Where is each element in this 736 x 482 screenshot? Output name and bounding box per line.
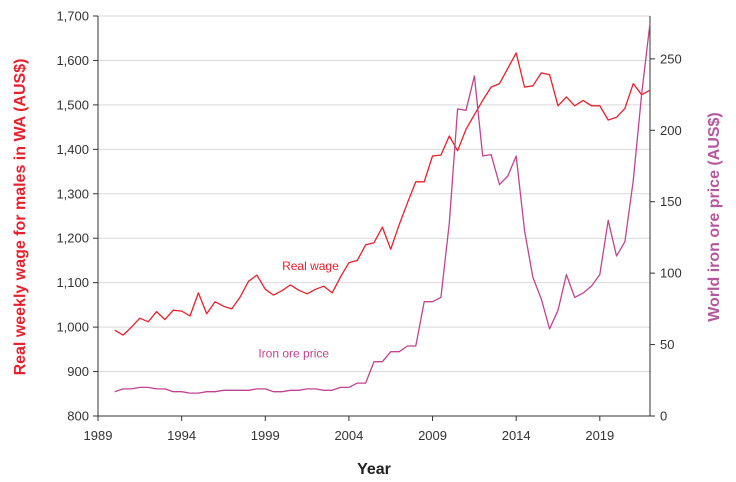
gridlines — [98, 15, 650, 373]
y-right-tick-label: 250 — [660, 51, 682, 66]
y-left-tick-label: 1,200 — [56, 231, 89, 246]
labels: 800 900 1,000 1,100 1,200 1,300 1,400 1,500 1,60… — [56, 9, 681, 444]
x-tick-label: 1989 — [84, 428, 113, 443]
series-line-1 — [114, 23, 651, 394]
y-axis-left-title: Real weekly wage for males in WA (AUS$) — [12, 59, 29, 376]
series-lines — [114, 23, 651, 394]
y-left-tick-label: 900 — [67, 364, 89, 379]
x-tick-label: 1994 — [167, 428, 196, 443]
x-tick-label: 2004 — [334, 428, 363, 443]
y-right-tick-label: 50 — [660, 337, 674, 352]
series-label-0: Real wage — [282, 259, 339, 273]
y-left-tick-label: 1,300 — [56, 186, 89, 201]
series-line-0 — [114, 52, 651, 336]
x-tick-label: 1999 — [251, 428, 280, 443]
y-left-tick-label: 1,700 — [56, 9, 89, 24]
y-left-tick-label: 1,400 — [56, 142, 89, 157]
x-tick-label: 2019 — [585, 428, 614, 443]
y-left-tick-label: 1,100 — [56, 275, 89, 290]
x-tick-label: 2009 — [418, 428, 447, 443]
y-right-tick-label: 150 — [660, 194, 682, 209]
y-right-tick-label: 100 — [660, 266, 682, 281]
series-label-1: Iron ore price — [258, 346, 329, 360]
x-tick-label: 2014 — [502, 428, 531, 443]
y-axis-right-title: World iron ore price (AUS$) — [706, 112, 723, 322]
y-left-tick-label: 1,500 — [56, 97, 89, 112]
y-left-tick-label: 1,000 — [56, 320, 89, 335]
y-right-tick-label: 200 — [660, 123, 682, 138]
y-left-tick-label: 800 — [67, 409, 89, 424]
x-axis-title: Year — [357, 461, 391, 478]
axes — [93, 15, 655, 421]
y-left-tick-label: 1,600 — [56, 53, 89, 68]
y-right-tick-label: 0 — [660, 409, 667, 424]
